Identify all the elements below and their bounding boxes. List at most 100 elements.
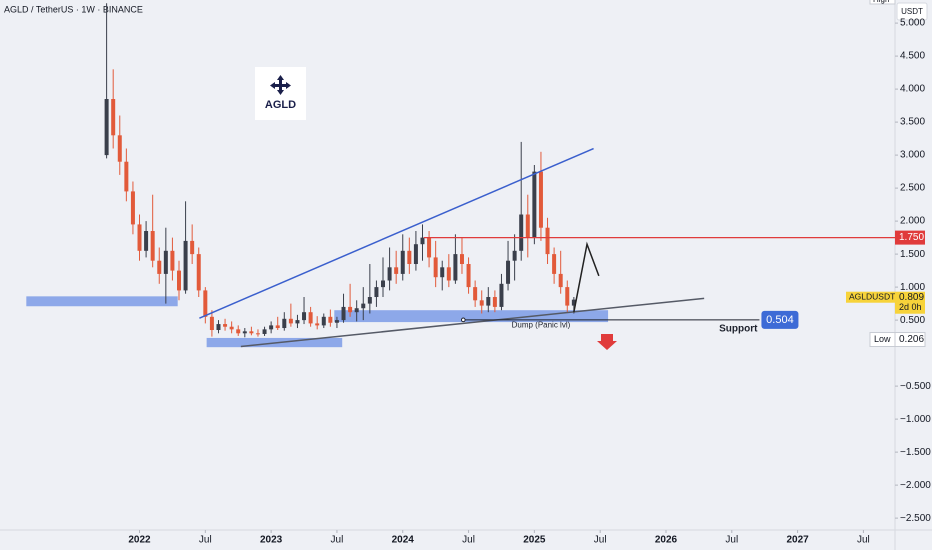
- candle-body: [170, 250, 175, 271]
- candle-body: [269, 325, 274, 330]
- candle-body: [433, 257, 438, 278]
- candle-body: [427, 237, 432, 258]
- y-tick-label: 3.000: [900, 150, 925, 161]
- candle-body: [479, 300, 484, 306]
- candle-body: [459, 254, 464, 265]
- y-tick-label: 0.500: [900, 315, 925, 326]
- candle-body: [506, 260, 511, 284]
- candle-body: [361, 303, 366, 309]
- candle-body: [334, 320, 339, 323]
- candle-body: [255, 333, 260, 335]
- y-tick-label: 1.500: [900, 249, 925, 260]
- candle-body: [486, 297, 491, 306]
- low-price-tag: [894, 332, 926, 348]
- candle-body: [420, 237, 425, 245]
- candle-body: [453, 254, 458, 281]
- x-tick-label: 2025: [523, 535, 546, 546]
- x-tick-label: 2022: [128, 535, 151, 546]
- y-tick-label: 4.000: [900, 84, 925, 95]
- candle-body: [400, 250, 405, 274]
- candle-body: [519, 214, 524, 251]
- candle-body: [315, 323, 320, 326]
- candle-body: [282, 318, 287, 329]
- candle-body: [492, 297, 497, 307]
- y-tick-label: 2.000: [900, 216, 925, 227]
- candle-body: [525, 214, 530, 238]
- y-tick-label: −1.500: [900, 447, 931, 458]
- candle-body: [374, 287, 379, 298]
- x-tick-label: Jul: [857, 535, 870, 546]
- low-text: Low: [874, 334, 891, 344]
- high-tag: [869, 0, 896, 5]
- trendline: [240, 297, 705, 348]
- candle-body: [216, 324, 221, 331]
- currency-button[interactable]: [896, 2, 928, 21]
- trendline: [573, 241, 600, 313]
- candle-body: [538, 171, 543, 228]
- x-tick-label: Jul: [725, 535, 738, 546]
- last-symbol-tag: [846, 291, 895, 303]
- candle-body: [150, 231, 155, 261]
- x-tick-label: 2023: [260, 535, 283, 546]
- candle-body: [242, 331, 247, 334]
- resistance-label: 1.750: [899, 232, 924, 243]
- candle-body: [262, 329, 267, 334]
- trendline: [199, 147, 594, 319]
- x-tick-label: Jul: [331, 535, 344, 546]
- y-tick-label: 5.000: [900, 18, 925, 29]
- candle-body: [177, 270, 181, 291]
- y-tick-label: 2.500: [900, 183, 925, 194]
- candle-body: [288, 318, 293, 324]
- y-tick-label: −2.000: [900, 480, 931, 491]
- chart-title: AGLD / TetherUS · 1W · BINANCE: [4, 4, 143, 14]
- x-tick-label: 2024: [392, 535, 415, 546]
- candle-body: [229, 326, 234, 330]
- candle-body: [196, 254, 201, 291]
- candle-body: [183, 240, 188, 291]
- last-symbol: AGLDUSDT: [849, 291, 895, 301]
- candle-body: [117, 135, 122, 162]
- y-tick-label: 4.500: [900, 51, 925, 62]
- x-tick-label: Jul: [199, 535, 212, 546]
- candle-body: [571, 299, 576, 306]
- support-tag: [761, 310, 799, 329]
- candle-body: [130, 191, 135, 225]
- candle-body: [236, 329, 241, 334]
- resistance-tag: [895, 230, 925, 245]
- candle-body: [295, 320, 300, 324]
- candle-body: [249, 331, 254, 334]
- candle-body: [558, 273, 563, 288]
- candle-body: [190, 240, 195, 255]
- candle-body: [407, 250, 412, 265]
- candle-body: [466, 264, 471, 288]
- candle-body: [203, 290, 208, 317]
- candle-body: [321, 316, 326, 326]
- candle-body: [499, 283, 504, 307]
- x-tick-label: 2026: [655, 535, 678, 546]
- candle-body: [354, 308, 359, 313]
- candle-body: [387, 267, 392, 281]
- candle-body: [552, 254, 557, 274]
- candle-body: [275, 325, 280, 329]
- candle-body: [124, 161, 129, 192]
- candle-body: [328, 316, 333, 323]
- candle-body: [565, 287, 570, 306]
- support-text: Support: [719, 323, 758, 334]
- zone: [26, 296, 178, 307]
- x-tick-label: Jul: [462, 535, 475, 546]
- x-tick-label: Jul: [594, 535, 607, 546]
- candle-body: [111, 99, 116, 136]
- last-price: 0.809: [899, 292, 924, 303]
- candle-body: [394, 267, 399, 274]
- candle-body: [532, 171, 537, 238]
- candle-body: [473, 287, 478, 301]
- candle-body: [302, 312, 307, 321]
- candle-body: [367, 297, 372, 304]
- candle-body: [163, 250, 168, 274]
- x-tick-label: 2027: [786, 535, 809, 546]
- candle-body: [137, 224, 142, 251]
- candle-body: [223, 324, 228, 327]
- candle-body: [440, 267, 445, 278]
